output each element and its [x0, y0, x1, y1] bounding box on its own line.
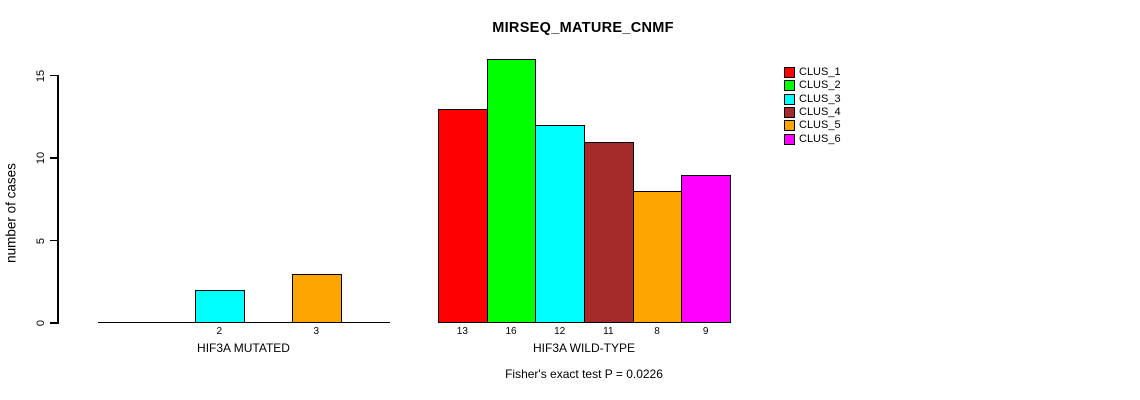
zero-bar-baseline: [243, 321, 293, 323]
bar-value-label: 16: [505, 326, 517, 337]
group-label: HIF3A MUTATED: [197, 341, 290, 355]
legend-swatch: [784, 93, 795, 105]
legend-item: CLUS_3: [784, 92, 841, 105]
y-tick: [49, 74, 58, 77]
bar-clus_6: [681, 174, 731, 323]
bar-value-label: 2: [216, 326, 223, 337]
bar-value-label: 11: [603, 326, 614, 337]
y-tick: [49, 157, 58, 159]
bar-clus_5: [292, 273, 342, 323]
bar-value-label: 8: [654, 326, 660, 337]
y-tick: [49, 239, 58, 242]
bar-clus_1: [438, 108, 488, 323]
bar-value-label: 3: [313, 326, 320, 337]
legend-swatch: [784, 120, 795, 132]
bar-value-label: 13: [456, 326, 468, 337]
legend-swatch: [784, 106, 795, 118]
legend-item: CLUS_4: [784, 105, 841, 118]
y-tick-label: 0: [35, 319, 47, 327]
zero-bar-baseline: [98, 321, 148, 323]
y-axis-line: [57, 75, 59, 324]
y-axis-label: number of cases: [3, 163, 19, 263]
legend-label: CLUS_6: [799, 132, 841, 145]
y-tick-label: 10: [35, 151, 47, 165]
legend-label: CLUS_2: [799, 79, 841, 92]
legend-item: CLUS_6: [784, 132, 841, 145]
zero-bar-baseline: [340, 321, 390, 323]
legend-item: CLUS_2: [784, 79, 841, 92]
legend-item: CLUS_5: [784, 119, 841, 132]
bar-clus_5: [632, 191, 683, 323]
fisher-test-annotation: Fisher's exact test P = 0.0226: [505, 367, 663, 381]
legend-swatch: [784, 80, 795, 92]
y-tick-label: 5: [35, 237, 47, 244]
bar-clus_2: [486, 59, 537, 323]
bar-clus_3: [535, 125, 585, 323]
y-tick: [49, 322, 58, 324]
y-tick-label: 15: [35, 69, 47, 82]
bar-clus_4: [584, 141, 634, 323]
bar-clus_3: [195, 290, 245, 323]
legend-swatch: [784, 67, 795, 78]
bar-value-label: 9: [702, 326, 709, 337]
legend-swatch: [784, 133, 795, 145]
legend-label: CLUS_5: [799, 119, 841, 132]
bar-value-label: 12: [554, 326, 566, 337]
legend-item: CLUS_1: [784, 67, 841, 78]
legend-label: CLUS_3: [799, 92, 841, 105]
group-label: HIF3A WILD-TYPE: [532, 341, 636, 355]
chart-title: MIRSEQ_MATURE_CNMF: [492, 20, 674, 36]
legend-label: CLUS_1: [799, 66, 841, 78]
zero-bar-baseline: [146, 321, 196, 323]
legend-label: CLUS_4: [799, 105, 841, 118]
